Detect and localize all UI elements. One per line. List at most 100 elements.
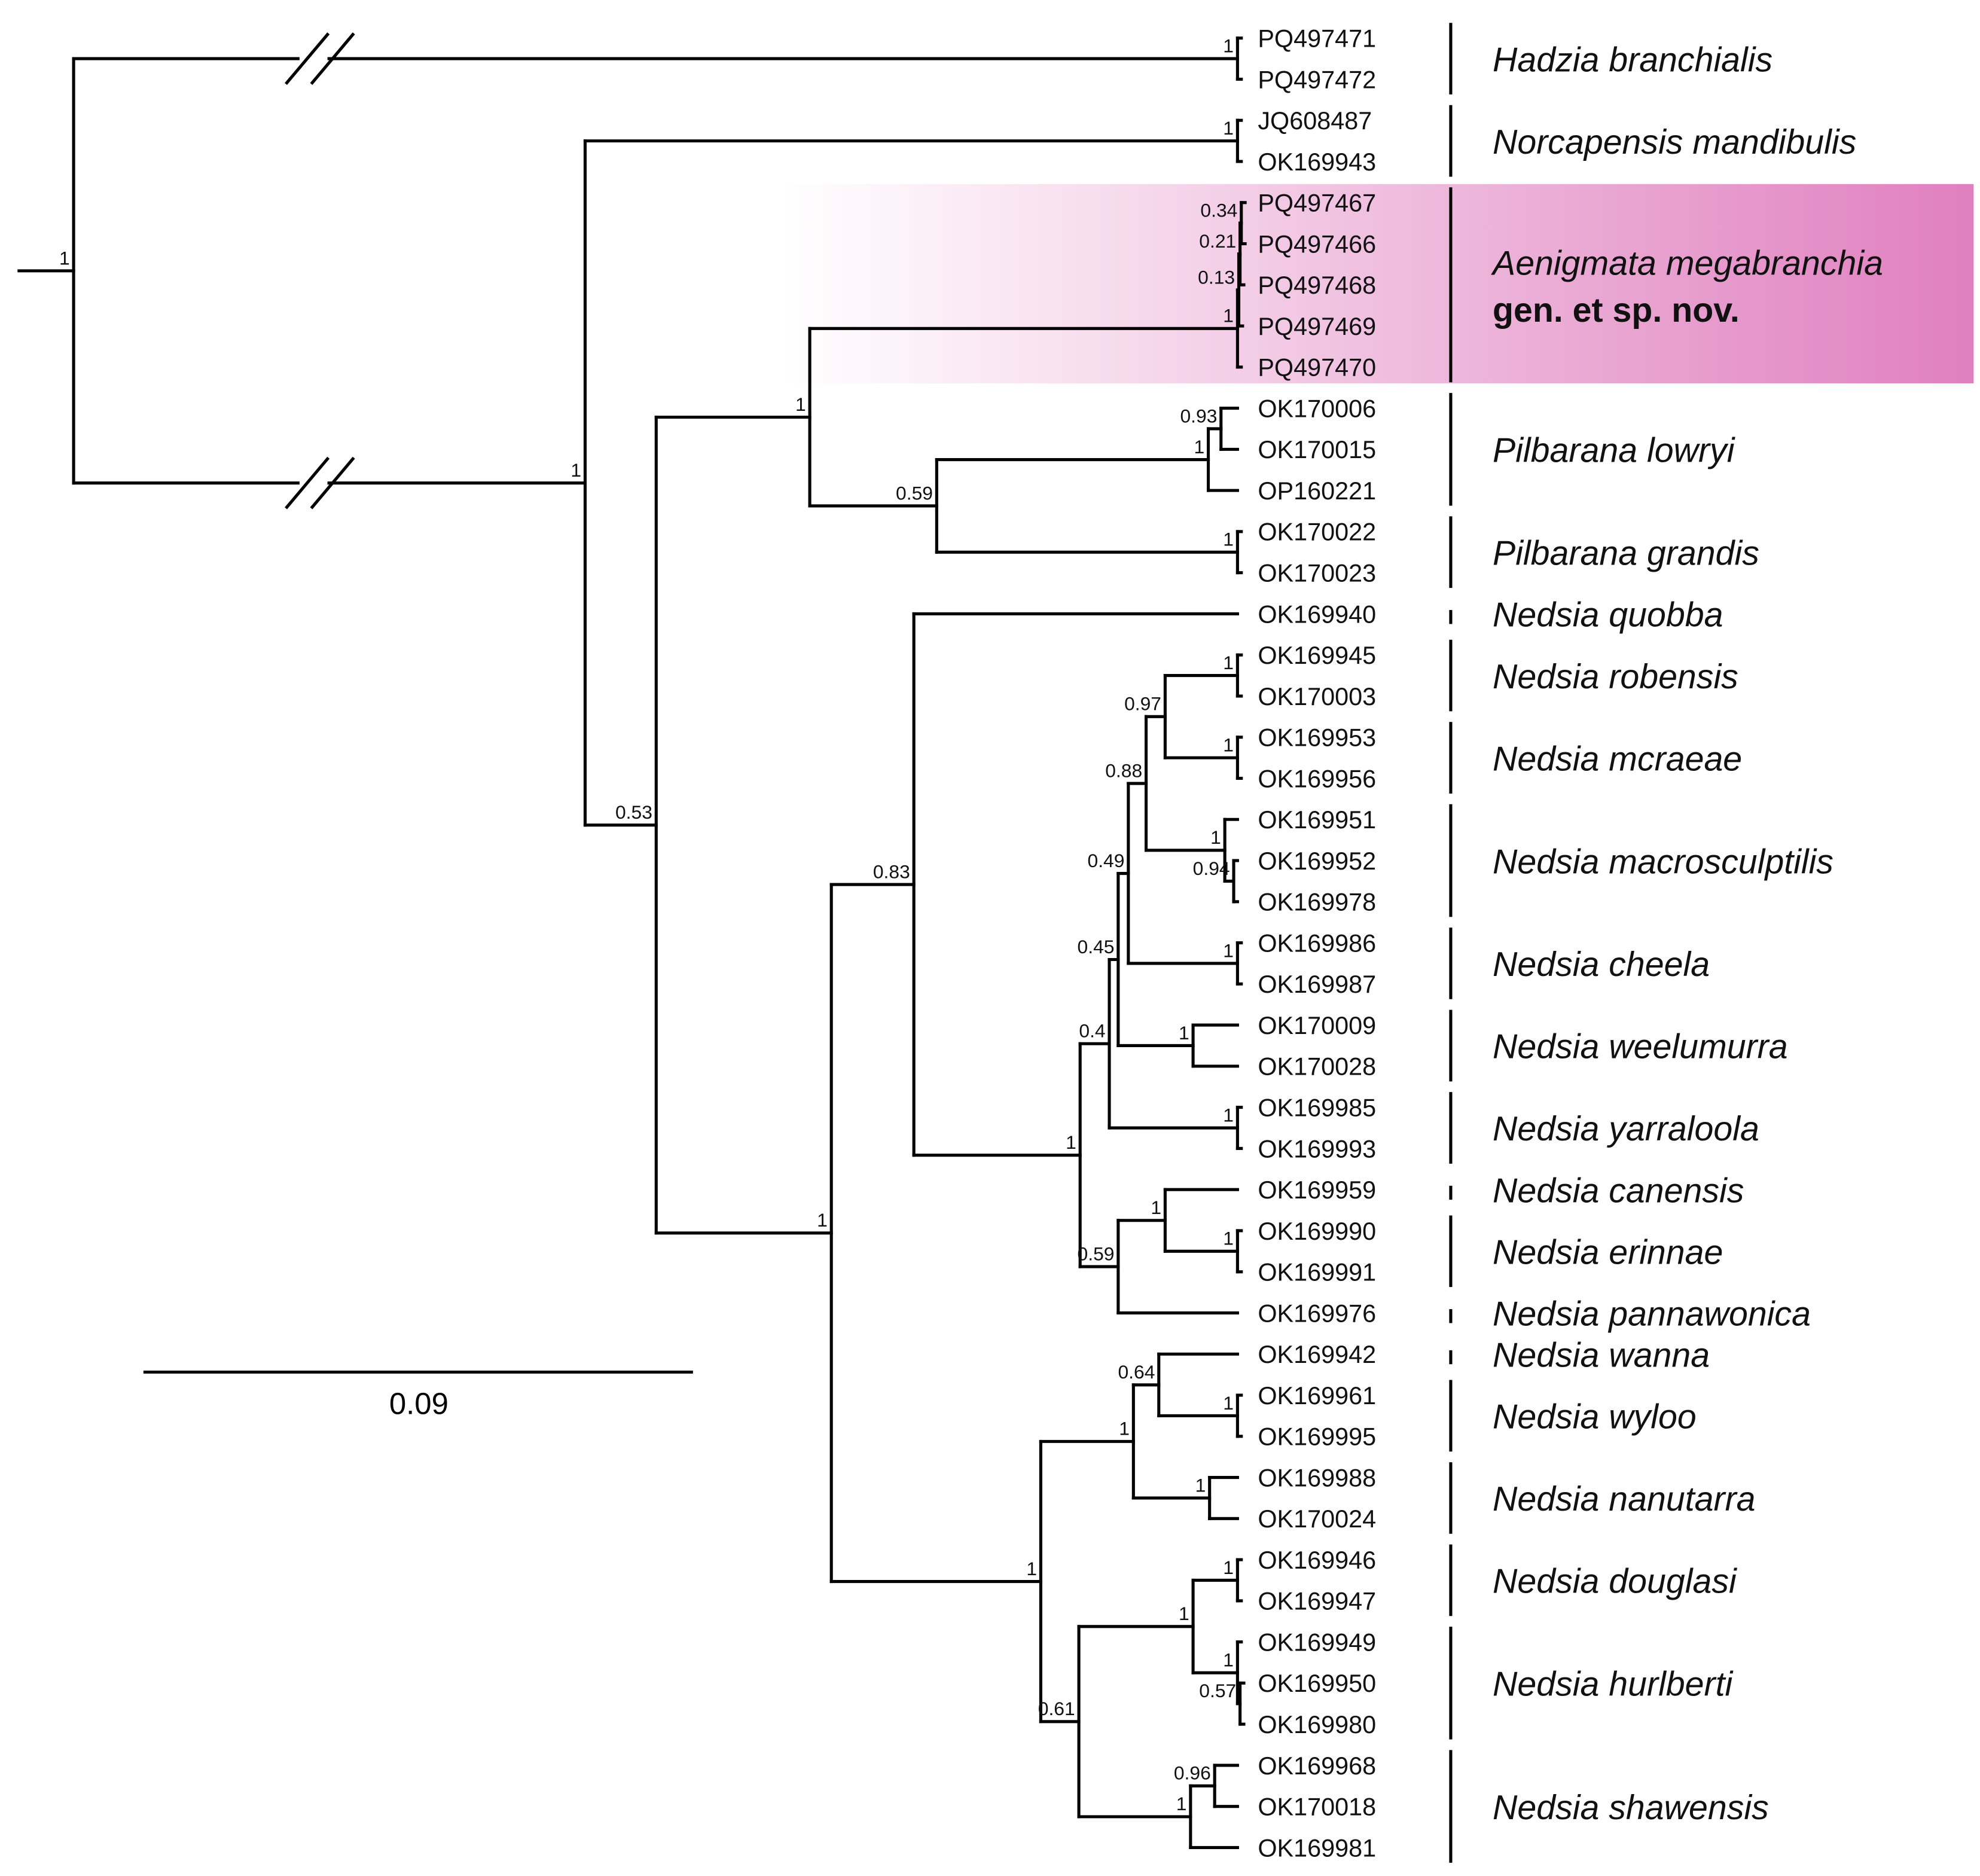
species-clade: Norcapensis mandibulis <box>1449 105 1856 177</box>
support-value: 1 <box>1223 652 1234 673</box>
support-value: 1 <box>1223 35 1234 56</box>
support-value: 1 <box>1223 734 1234 756</box>
species-clade: Nedsia quobba <box>1449 596 1723 635</box>
leaf-label: OK169942 <box>1258 1341 1376 1368</box>
species-clade: Nedsia weelumurra <box>1449 1009 1788 1082</box>
species-clade: Nedsia wyloo <box>1449 1380 1697 1452</box>
support-value: 0.94 <box>1193 858 1230 879</box>
leaf-label: OK169978 <box>1258 889 1376 916</box>
species-clade: Nedsia canensis <box>1449 1172 1744 1210</box>
leaf-label: OK169968 <box>1258 1752 1376 1780</box>
species-clade: Nedsia hurlberti <box>1449 1627 1734 1740</box>
leaf-label: OK169990 <box>1258 1218 1376 1245</box>
support-value: 1 <box>1195 1474 1206 1496</box>
species-name: Nedsia quobba <box>1493 596 1723 635</box>
species-clade: Nedsia robensis <box>1449 639 1738 712</box>
support-value: 0.34 <box>1200 200 1237 221</box>
species-clade: Hadzia branchialis <box>1449 23 1772 94</box>
leaf-label: OK170024 <box>1258 1505 1376 1533</box>
species-clade: Nedsia yarraloola <box>1449 1092 1759 1164</box>
species-name: Nedsia canensis <box>1493 1172 1744 1210</box>
species-name: Nedsia yarraloola <box>1493 1110 1759 1148</box>
leaf-label: PQ497469 <box>1258 313 1376 340</box>
species-name: Aenigmata megabranchia <box>1491 244 1883 282</box>
leaf-label: OK170009 <box>1258 1012 1376 1039</box>
leaf-label: OK169953 <box>1258 724 1376 752</box>
leaf-label: OK169956 <box>1258 765 1376 792</box>
species-name: Nedsia macrosculptilis <box>1493 843 1833 881</box>
leaf-label: PQ497471 <box>1258 25 1376 53</box>
leaf-label: PQ497466 <box>1258 230 1376 258</box>
leaf-label: PQ497470 <box>1258 354 1376 382</box>
leaf-label: OK169988 <box>1258 1464 1376 1491</box>
species-note: gen. et sp. nov. <box>1493 291 1740 330</box>
species-name: Nedsia nanutarra <box>1493 1480 1756 1518</box>
support-value: 1 <box>1223 1228 1234 1249</box>
leaf-label: JQ608487 <box>1258 107 1372 135</box>
leaf-label: OK169943 <box>1258 148 1376 176</box>
branch-break-mark <box>310 456 355 510</box>
species-clade: Aenigmata megabranchia gen. et sp. nov. <box>1449 187 1883 383</box>
species-clade: Nedsia pannawonica <box>1449 1295 1811 1334</box>
leaf-label: OK169959 <box>1258 1176 1376 1204</box>
leaf-label: OK169947 <box>1258 1588 1376 1615</box>
species-clade: Nedsia shawensis <box>1449 1750 1769 1863</box>
branch-break-mark <box>310 32 355 85</box>
species-clade: Nedsia wanna <box>1449 1336 1710 1374</box>
support-value: 1 <box>1223 117 1234 139</box>
leaf-label: OK169991 <box>1258 1259 1376 1286</box>
leaf-label: OK169985 <box>1258 1094 1376 1121</box>
leaf-label: OK169961 <box>1258 1382 1376 1410</box>
species-name: Nedsia cheela <box>1493 945 1710 984</box>
support-value: 1 <box>1223 1649 1234 1671</box>
leaf-label: OK170022 <box>1258 518 1376 546</box>
support-value: 0.4 <box>1079 1020 1105 1042</box>
support-value: 1 <box>817 1209 828 1231</box>
leaf-label: OK169946 <box>1258 1546 1376 1574</box>
leaf-label: OK169995 <box>1258 1423 1376 1451</box>
species-name: Pilbarana grandis <box>1493 535 1759 573</box>
branch-break-mark <box>285 32 330 85</box>
support-value: 1 <box>1223 1104 1234 1125</box>
species-clade: Nedsia erinnae <box>1449 1215 1723 1288</box>
support-value: 1 <box>1194 436 1204 457</box>
species-name: Nedsia shawensis <box>1493 1789 1769 1827</box>
support-value: 1 <box>1179 1603 1189 1624</box>
scale-bar-label: 0.09 <box>389 1386 449 1420</box>
support-value: 0.88 <box>1105 759 1142 781</box>
leaf-label: OK169949 <box>1258 1628 1376 1656</box>
species-name: Nedsia mcraeae <box>1493 740 1742 778</box>
species-name: Nedsia pannawonica <box>1493 1295 1811 1334</box>
support-value: 1 <box>1223 305 1234 327</box>
support-value: 0.53 <box>615 801 652 823</box>
species-clade: Nedsia douglasi <box>1449 1544 1738 1616</box>
support-value: 1 <box>570 459 581 481</box>
leaf-label: OK169951 <box>1258 806 1376 834</box>
highlight-band <box>780 184 1974 383</box>
leaf-label: OK169986 <box>1258 929 1376 957</box>
support-value: 0.64 <box>1118 1361 1155 1383</box>
species-name: Nedsia erinnae <box>1493 1234 1723 1272</box>
species-name: Norcapensis mandibulis <box>1493 123 1856 161</box>
leaf-label: OK169987 <box>1258 971 1376 998</box>
species-name: Nedsia wanna <box>1493 1336 1710 1374</box>
leaf-label: OK169940 <box>1258 600 1376 628</box>
support-value: 0.96 <box>1174 1762 1211 1784</box>
support-value: 1 <box>1151 1197 1161 1218</box>
species-clade: Nedsia cheela <box>1449 928 1710 999</box>
support-value: 1 <box>1223 1557 1234 1578</box>
leaf-label: OK169952 <box>1258 847 1376 875</box>
species-clade: Nedsia nanutarra <box>1449 1462 1756 1534</box>
support-value: 0.45 <box>1078 936 1115 957</box>
support-value: 1 <box>1066 1131 1076 1153</box>
leaf-label: OK169976 <box>1258 1300 1376 1327</box>
support-value: 1 <box>1210 826 1221 848</box>
support-value: 0.93 <box>1180 405 1217 426</box>
leaf-label: OK169980 <box>1258 1711 1376 1738</box>
support-value: 0.59 <box>896 482 933 504</box>
species-clade: Pilbarana lowryi <box>1449 393 1736 506</box>
leaf-label: OK170018 <box>1258 1793 1376 1821</box>
leaf-label: OK170006 <box>1258 395 1376 422</box>
